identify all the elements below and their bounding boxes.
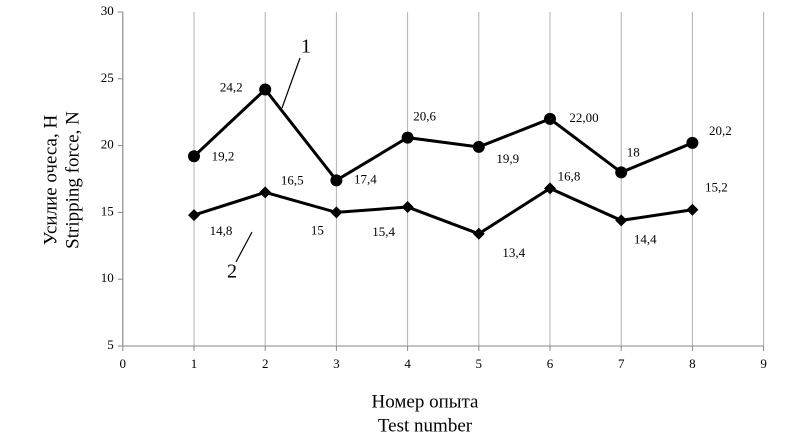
data-label: 20,6 (413, 109, 436, 124)
x-tick-label: 9 (760, 356, 767, 371)
y-tick-label: 30 (101, 3, 114, 18)
y-tick-label: 10 (101, 270, 114, 285)
x-tick-label: 0 (120, 356, 127, 371)
x-tick-label: 2 (262, 356, 269, 371)
data-label: 15,4 (372, 224, 395, 239)
data-label: 16,8 (558, 168, 581, 183)
y-axis-label: Усилие очеса, Н (40, 115, 61, 246)
data-label: 19,2 (212, 148, 235, 163)
x-tick-label: 7 (618, 356, 625, 371)
series-line (192, 87, 693, 183)
data-label: 17,4 (354, 171, 377, 186)
point (686, 203, 699, 216)
point (615, 166, 628, 179)
x-tick-label: 6 (547, 356, 554, 371)
data-label: 18 (627, 144, 640, 159)
data-label: 14,8 (210, 223, 233, 238)
series-annotation: 1 (301, 36, 311, 58)
leader-line (235, 231, 253, 263)
y-axis-label: Stripping force, N (62, 111, 83, 249)
point (472, 227, 485, 240)
point (544, 112, 556, 125)
y-tick-label: 15 (101, 203, 114, 218)
data-label: 14,4 (634, 231, 657, 246)
x-axis-label: Test number (378, 415, 473, 436)
x-tick-label: 3 (333, 356, 340, 371)
point (401, 201, 414, 214)
leader-line (281, 57, 301, 109)
series-annotation: 2 (227, 261, 237, 283)
point (259, 83, 272, 96)
x-axis-label: Номер опыта (372, 391, 480, 412)
data-label: 13,4 (502, 245, 525, 260)
point (401, 131, 414, 144)
data-label: 20,2 (709, 123, 732, 138)
data-label: 19,9 (496, 151, 519, 166)
x-tick-label: 8 (689, 356, 696, 371)
data-label: 22,00 (569, 110, 598, 125)
x-tick-label: 4 (404, 356, 411, 371)
point (686, 136, 699, 149)
x-tick-label: 5 (476, 356, 483, 371)
data-label: 15 (311, 222, 324, 237)
data-label: 15,2 (705, 180, 728, 195)
x-tick-label: 1 (191, 356, 198, 371)
point (615, 214, 628, 227)
series-line (193, 186, 693, 236)
point (259, 186, 272, 199)
data-label: 24,2 (220, 79, 243, 94)
point (330, 174, 343, 187)
y-tick-label: 5 (107, 337, 114, 352)
data-label: 16,5 (281, 172, 304, 187)
point (188, 150, 200, 163)
point (188, 209, 200, 222)
y-tick-label: 25 (101, 70, 114, 85)
point (472, 140, 485, 153)
point (544, 182, 556, 195)
y-tick-label: 20 (101, 137, 114, 152)
point (330, 206, 343, 219)
